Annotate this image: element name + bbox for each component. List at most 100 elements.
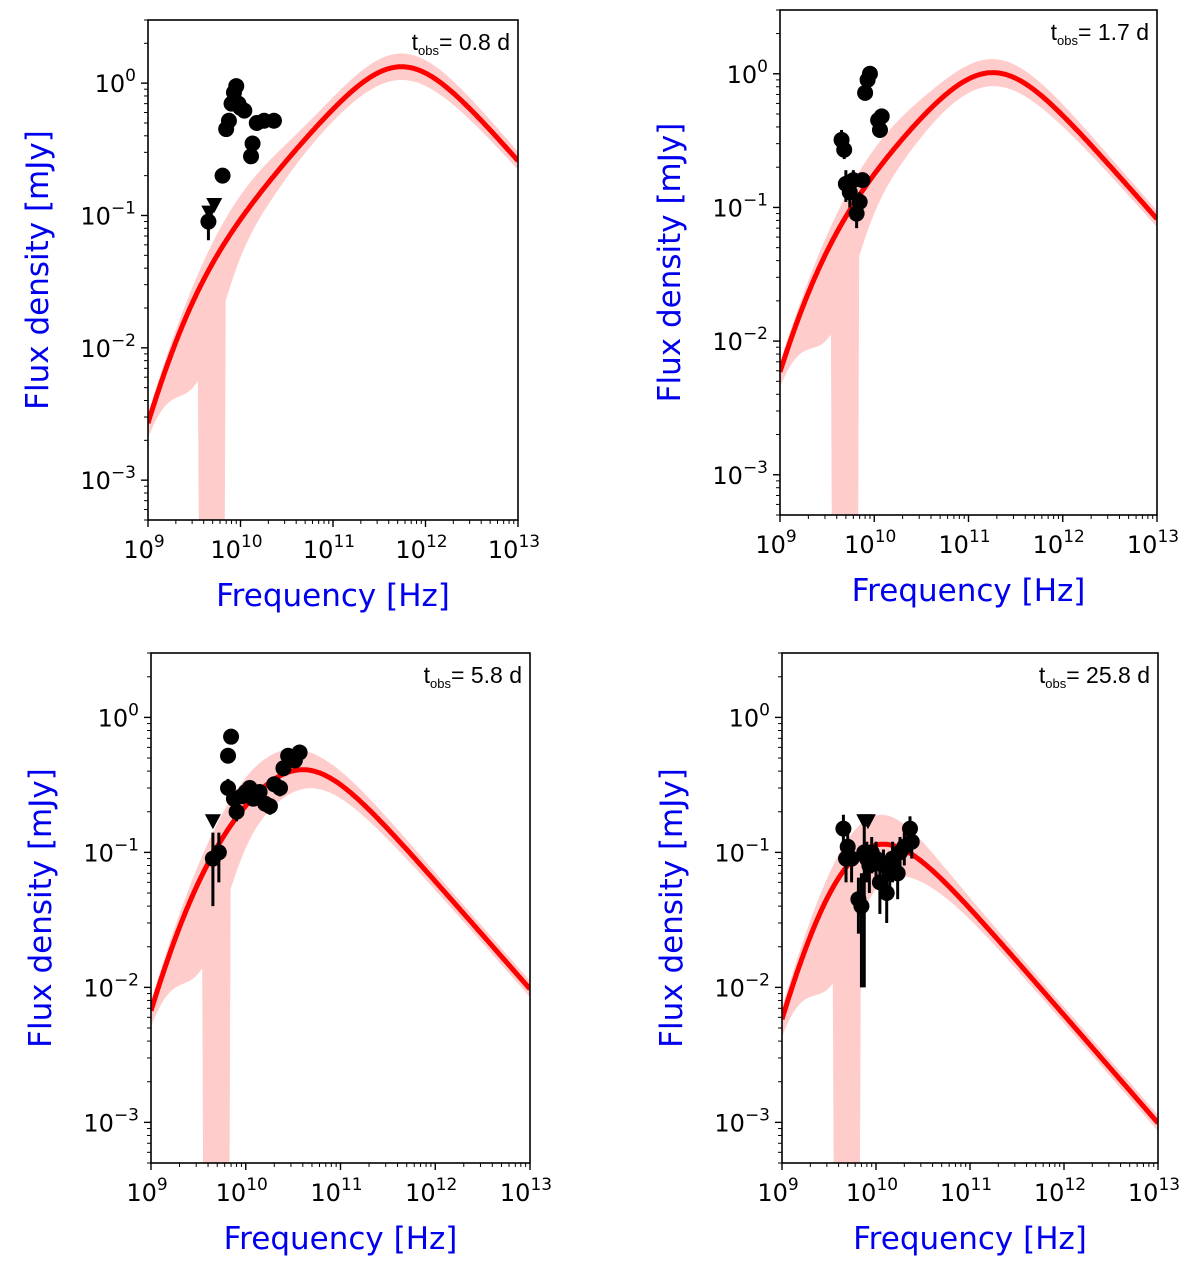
plot-area <box>151 728 530 1163</box>
plot-area <box>782 814 1158 1163</box>
y-tick-label: 100 <box>98 700 139 732</box>
annotation-subscript: obs <box>418 43 439 58</box>
detection-point <box>272 779 289 796</box>
detection-point <box>220 747 237 764</box>
x-tick-label: 109 <box>123 532 164 564</box>
detection-point <box>244 135 261 152</box>
panel-t-1-7d: 109 1010 1011 1012 1013 10−3 10−2 10−1 100 Freque… <box>652 9 1179 609</box>
detection-point <box>857 84 874 101</box>
x-tick-label: 1012 <box>395 532 447 564</box>
y-axis-title: Flux density [mJy] <box>654 768 690 1048</box>
upper-limit-marker <box>859 814 876 830</box>
y-tick-label: 10−3 <box>712 458 768 490</box>
annotation-subscript: obs <box>1045 676 1066 691</box>
y-tick-label: 10−1 <box>714 835 770 867</box>
annotation-symbol: t <box>412 29 419 55</box>
annotation-symbol: t <box>424 662 431 688</box>
detection-point <box>873 108 890 125</box>
x-tick-label: 1011 <box>940 1175 992 1207</box>
detection-point <box>853 898 870 915</box>
detection-point <box>214 167 231 184</box>
model-uncertainty-band <box>151 749 530 1163</box>
x-tick-label: 1010 <box>216 1175 268 1207</box>
y-tick-label: 10−1 <box>83 835 139 867</box>
x-tick-label: 1013 <box>488 532 540 564</box>
detection-point <box>851 193 868 210</box>
annotation-value: = 25.8 d <box>1066 662 1150 688</box>
y-axis-title: Flux density [mJy] <box>23 768 59 1048</box>
annotation-value: = 1.7 d <box>1078 19 1149 45</box>
detection-point <box>243 148 260 165</box>
annotation-value: = 5.8 d <box>451 662 522 688</box>
plot-area <box>148 53 518 520</box>
y-tick-label: 10−1 <box>80 198 136 230</box>
detection-point <box>903 833 920 850</box>
x-tick-label: 1010 <box>846 1175 898 1207</box>
detection-point <box>861 65 878 82</box>
x-tick-label: 1012 <box>1033 527 1085 559</box>
detection-point <box>220 112 237 129</box>
detection-point <box>889 865 906 882</box>
model-line <box>148 64 518 424</box>
annotation-value: = 0.8 d <box>439 29 510 55</box>
detection-point <box>228 78 245 95</box>
y-tick-label: 10−2 <box>83 970 139 1002</box>
detection-point <box>223 728 240 745</box>
y-tick-label: 10−2 <box>714 970 770 1002</box>
y-axis-title: Flux density [mJy] <box>20 130 56 410</box>
x-tick-label: 109 <box>755 527 796 559</box>
detection-point <box>878 885 895 902</box>
x-tick-label: 109 <box>126 1175 167 1207</box>
model-line <box>780 70 1157 373</box>
y-tick-label: 10−3 <box>714 1105 770 1137</box>
panel-t-5-8d: 109 1010 1011 1012 1013 10−3 10−2 10−1 100 Freque… <box>23 652 552 1257</box>
time-annotation: tobs= 25.8 d <box>1039 662 1150 691</box>
model-uncertainty-band <box>782 814 1158 1163</box>
y-tick-label: 10−2 <box>712 324 768 356</box>
y-tick-label: 100 <box>727 57 768 89</box>
detection-point <box>261 798 278 815</box>
annotation-subscript: obs <box>1057 33 1078 48</box>
detection-point <box>265 112 282 129</box>
x-tick-label: 1013 <box>1128 1175 1180 1207</box>
x-axis-title: Frequency [Hz] <box>216 578 450 614</box>
y-axis-title: Flux density [mJy] <box>652 123 688 403</box>
x-tick-label: 1012 <box>1034 1175 1086 1207</box>
y-tick-label: 100 <box>729 700 770 732</box>
x-axis-title: Frequency [Hz] <box>853 1221 1087 1257</box>
detection-point <box>210 844 227 861</box>
panel-t-25-8d: 109 1010 1011 1012 1013 10−3 10−2 10−1 100 Freque… <box>654 652 1180 1257</box>
x-tick-label: 1012 <box>405 1175 457 1207</box>
detection-point <box>854 172 871 189</box>
x-axis-title: Frequency [Hz] <box>852 573 1086 609</box>
upper-limit-marker <box>206 198 223 214</box>
time-annotation: tobs= 5.8 d <box>424 662 522 691</box>
annotation-subscript: obs <box>430 676 451 691</box>
x-tick-label: 1010 <box>210 532 262 564</box>
detection-point <box>291 744 308 761</box>
panel-t-0-8d: 109 1010 1011 1012 1013 10−3 10−2 10−1 100 Freque… <box>20 19 540 614</box>
y-tick-label: 10−3 <box>80 463 136 495</box>
annotation-symbol: t <box>1039 662 1046 688</box>
detection-point <box>200 213 217 230</box>
y-tick-label: 10−3 <box>83 1105 139 1137</box>
detection-point <box>228 803 245 820</box>
y-tick-label: 10−1 <box>712 190 768 222</box>
detection-point <box>275 760 292 777</box>
detection-point <box>236 102 253 119</box>
x-tick-label: 1011 <box>938 527 990 559</box>
detection-point <box>835 820 852 837</box>
x-tick-label: 1010 <box>844 527 896 559</box>
time-annotation: tobs= 0.8 d <box>412 29 510 58</box>
x-tick-label: 1011 <box>303 532 355 564</box>
annotation-symbol: t <box>1051 19 1058 45</box>
x-tick-label: 1013 <box>500 1175 552 1207</box>
plot-area <box>780 59 1157 515</box>
y-tick-label: 10−2 <box>80 331 136 363</box>
x-tick-label: 1013 <box>1127 527 1179 559</box>
detection-point <box>836 141 853 158</box>
detection-point <box>843 850 860 867</box>
upper-limit-marker <box>204 814 221 830</box>
x-tick-label: 1011 <box>310 1175 362 1207</box>
